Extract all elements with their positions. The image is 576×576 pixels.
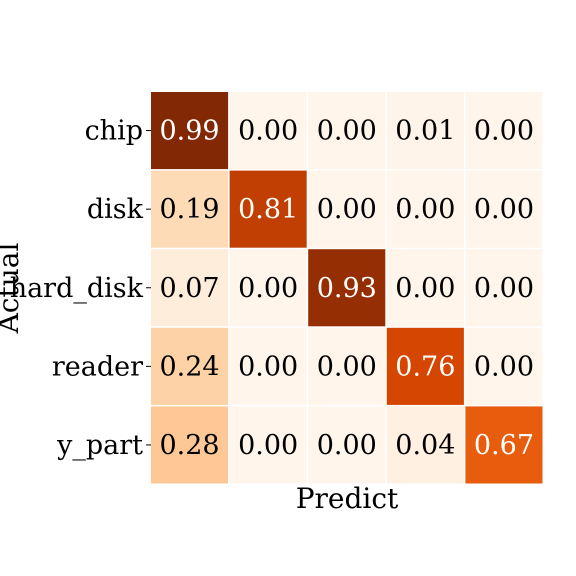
heatmap-cell: [151, 249, 229, 327]
cell-value-label: 0.04: [395, 430, 455, 461]
cell-value-label: 0.76: [395, 351, 455, 382]
heatmap-cell: [465, 249, 543, 327]
heatmap-cell: [151, 92, 229, 170]
cell-value-label: 0.00: [238, 430, 298, 461]
cell-value-label: 0.67: [474, 430, 534, 461]
cell-value-label: 0.99: [159, 116, 219, 147]
cell-value-label: 0.00: [317, 194, 377, 225]
heatmap-cell: [151, 170, 229, 248]
heatmap-cell: [229, 170, 307, 248]
cell-value-label: 0.07: [159, 273, 219, 304]
heatmap-cell: [465, 170, 543, 248]
cell-value-label: 0.93: [317, 273, 377, 304]
row-tick-label: y_part: [56, 430, 143, 461]
cell-value-label: 0.81: [238, 194, 298, 225]
heatmap-cell: [308, 249, 386, 327]
row-tick-label: chip: [85, 116, 143, 147]
cell-value-label: 0.00: [474, 351, 534, 382]
heatmap-cell: [151, 406, 229, 484]
heatmap-cell: [386, 249, 464, 327]
cell-value-label: 0.00: [474, 194, 534, 225]
cell-value-label: 0.00: [317, 116, 377, 147]
heatmap-cell: [308, 327, 386, 405]
cell-value-label: 0.00: [317, 351, 377, 382]
x-axis-title: Predict: [296, 482, 399, 515]
heatmap-cell: [465, 406, 543, 484]
heatmap-cell: [386, 327, 464, 405]
cell-value-label: 0.00: [474, 116, 534, 147]
heatmap-cell: [229, 327, 307, 405]
cell-value-label: 0.00: [238, 351, 298, 382]
heatmap-cell: [229, 249, 307, 327]
cell-value-labels: 0.99 0.00 0.00 0.01 0.00 0.19 0.81 0.00 0.00 0.00…: [159, 116, 534, 461]
row-tick-label: hard_disk: [10, 273, 144, 304]
cell-value-label: 0.00: [474, 273, 534, 304]
heatmap-cell: [386, 92, 464, 170]
row-tick-label: reader: [52, 351, 143, 382]
heatmap-cell: [465, 327, 543, 405]
heatmap-cell: [151, 327, 229, 405]
y-axis-title: Actual: [0, 243, 25, 335]
heatmap-cell: [308, 170, 386, 248]
heatmap-cells: [151, 92, 543, 484]
cell-value-label: 0.00: [395, 273, 455, 304]
cell-value-label: 0.00: [395, 194, 455, 225]
heatmap-cell: [308, 92, 386, 170]
cell-value-label: 0.00: [238, 116, 298, 147]
row-tick-label: disk: [87, 194, 144, 225]
heatmap-cell: [465, 92, 543, 170]
cell-value-label: 0.01: [395, 116, 455, 147]
heatmap-cell: [386, 406, 464, 484]
cell-value-label: 0.24: [159, 351, 219, 382]
cell-value-label: 0.00: [317, 430, 377, 461]
heatmap-cell: [229, 406, 307, 484]
cell-value-label: 0.00: [238, 273, 298, 304]
cell-value-label: 0.28: [159, 430, 219, 461]
heatmap-cell: [386, 170, 464, 248]
heatmap-cell: [308, 406, 386, 484]
heatmap-cell: [229, 92, 307, 170]
cell-value-label: 0.19: [159, 194, 219, 225]
